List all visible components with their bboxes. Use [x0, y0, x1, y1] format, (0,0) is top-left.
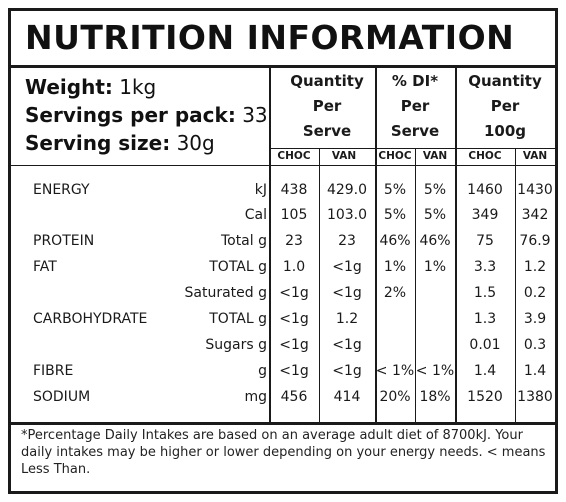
sub-header-top-line: [269, 148, 555, 149]
nutrient-name: CARBOHYDRATE: [33, 311, 148, 327]
nutrient-value: 46%: [379, 233, 411, 249]
servings-line: Servings per pack: 33: [25, 103, 268, 127]
nutrient-value: < 1%: [375, 363, 415, 379]
nutrient-value: 1520: [467, 389, 503, 405]
servings-label: Servings per pack:: [25, 103, 236, 127]
nutrient-unit: TOTAL g: [209, 311, 267, 327]
nutrient-unit: Cal: [244, 207, 267, 223]
nutrient-value: 0.01: [469, 337, 501, 353]
nutrient-value: <1g: [279, 337, 309, 353]
nutrient-value: 46%: [419, 233, 451, 249]
nutrient-value: 76.9: [519, 233, 551, 249]
sub-header: CHOC: [378, 150, 412, 162]
serving-size-label: Serving size:: [25, 131, 171, 155]
col-divider: [375, 65, 377, 423]
serving-size-line: Serving size: 30g: [25, 131, 215, 155]
col-divider: [319, 148, 320, 423]
footer-divider: [11, 422, 555, 425]
nutrient-value: 0.3: [523, 337, 547, 353]
nutrient-value: 2%: [383, 285, 407, 301]
weight-line: Weight: 1kg: [25, 75, 156, 99]
nutrient-value: 1.5: [473, 285, 497, 301]
nutrient-unit: mg: [244, 389, 267, 405]
nutrient-value: 75: [476, 233, 494, 249]
nutrient-name: FAT: [33, 259, 57, 275]
nutrient-value: 20%: [379, 389, 411, 405]
nutrient-value: 1.4: [473, 363, 497, 379]
nutrient-value: 3.3: [473, 259, 497, 275]
nutrient-value: 1380: [517, 389, 553, 405]
nutrient-value: 5%: [423, 207, 447, 223]
nutrient-value: <1g: [279, 285, 309, 301]
nutrient-value: <1g: [332, 363, 362, 379]
nutrient-value: <1g: [332, 337, 362, 353]
nutrient-name: FIBRE: [33, 363, 74, 379]
nutrient-value: 1%: [383, 259, 407, 275]
servings-value: 33: [242, 103, 268, 127]
nutrient-value: <1g: [279, 311, 309, 327]
nutrient-unit: Total g: [220, 233, 267, 249]
nutrient-value: 1.2: [523, 259, 547, 275]
nutrient-value: 5%: [383, 207, 407, 223]
nutrient-value: 0.2: [523, 285, 547, 301]
nutrient-unit: TOTAL g: [209, 259, 267, 275]
nutrient-value: 1.3: [473, 311, 497, 327]
col-divider: [455, 65, 457, 423]
nutrient-value: <1g: [279, 363, 309, 379]
weight-label: Weight:: [25, 75, 113, 99]
sub-header: VAN: [331, 150, 357, 162]
nutrient-value: 1.4: [523, 363, 547, 379]
nutrient-value: 1%: [423, 259, 447, 275]
nutrient-value: 456: [280, 389, 308, 405]
sub-header: CHOC: [277, 150, 311, 162]
nutrient-value: 23: [285, 233, 303, 249]
nutrient-value: 349: [471, 207, 499, 223]
serving-size-value: 30g: [176, 131, 215, 155]
header-divider: [11, 165, 555, 166]
nutrient-unit: Sugars g: [205, 337, 267, 353]
nutrient-value: 414: [333, 389, 361, 405]
sub-header: VAN: [522, 150, 548, 162]
qty-100g-header: Quantity Per 100g: [468, 72, 542, 140]
col-divider: [415, 148, 416, 423]
col-divider: [515, 148, 516, 423]
nutrient-value: 1430: [517, 182, 553, 198]
sub-header: VAN: [422, 150, 448, 162]
col-divider: [269, 65, 271, 423]
qty-serve-header: Quantity Per Serve: [290, 72, 364, 140]
nutrient-unit: kJ: [254, 182, 267, 198]
nutrient-value: 429.0: [326, 182, 368, 198]
weight-value: 1kg: [119, 75, 157, 99]
nutrition-panel: NUTRITION INFORMATION Weight: 1kg Servin…: [8, 8, 558, 494]
title-divider: [11, 65, 555, 68]
di-serve-header: % DI* Per Serve: [390, 72, 440, 140]
nutrient-value: 438: [280, 182, 308, 198]
nutrient-value: 18%: [419, 389, 451, 405]
nutrient-value: <1g: [332, 259, 362, 275]
nutrient-name: ENERGY: [33, 182, 90, 198]
nutrient-value: < 1%: [415, 363, 455, 379]
nutrient-value: 1.0: [282, 259, 306, 275]
sub-header: CHOC: [468, 150, 502, 162]
nutrient-value: 103.0: [326, 207, 368, 223]
nutrient-value: 1.2: [335, 311, 359, 327]
nutrient-name: SODIUM: [33, 389, 91, 405]
nutrient-name: PROTEIN: [33, 233, 95, 249]
nutrient-value: 342: [521, 207, 549, 223]
nutrient-value: 3.9: [523, 311, 547, 327]
nutrient-unit: Saturated g: [184, 285, 268, 301]
nutrient-value: <1g: [332, 285, 362, 301]
footnote: *Percentage Daily Intakes are based on a…: [21, 428, 546, 477]
nutrient-value: 23: [338, 233, 356, 249]
nutrient-value: 5%: [423, 182, 447, 198]
nutrient-unit: g: [258, 363, 267, 379]
nutrient-value: 5%: [383, 182, 407, 198]
nutrient-value: 1460: [467, 182, 503, 198]
nutrient-value: 105: [280, 207, 308, 223]
panel-title: NUTRITION INFORMATION: [25, 18, 515, 57]
